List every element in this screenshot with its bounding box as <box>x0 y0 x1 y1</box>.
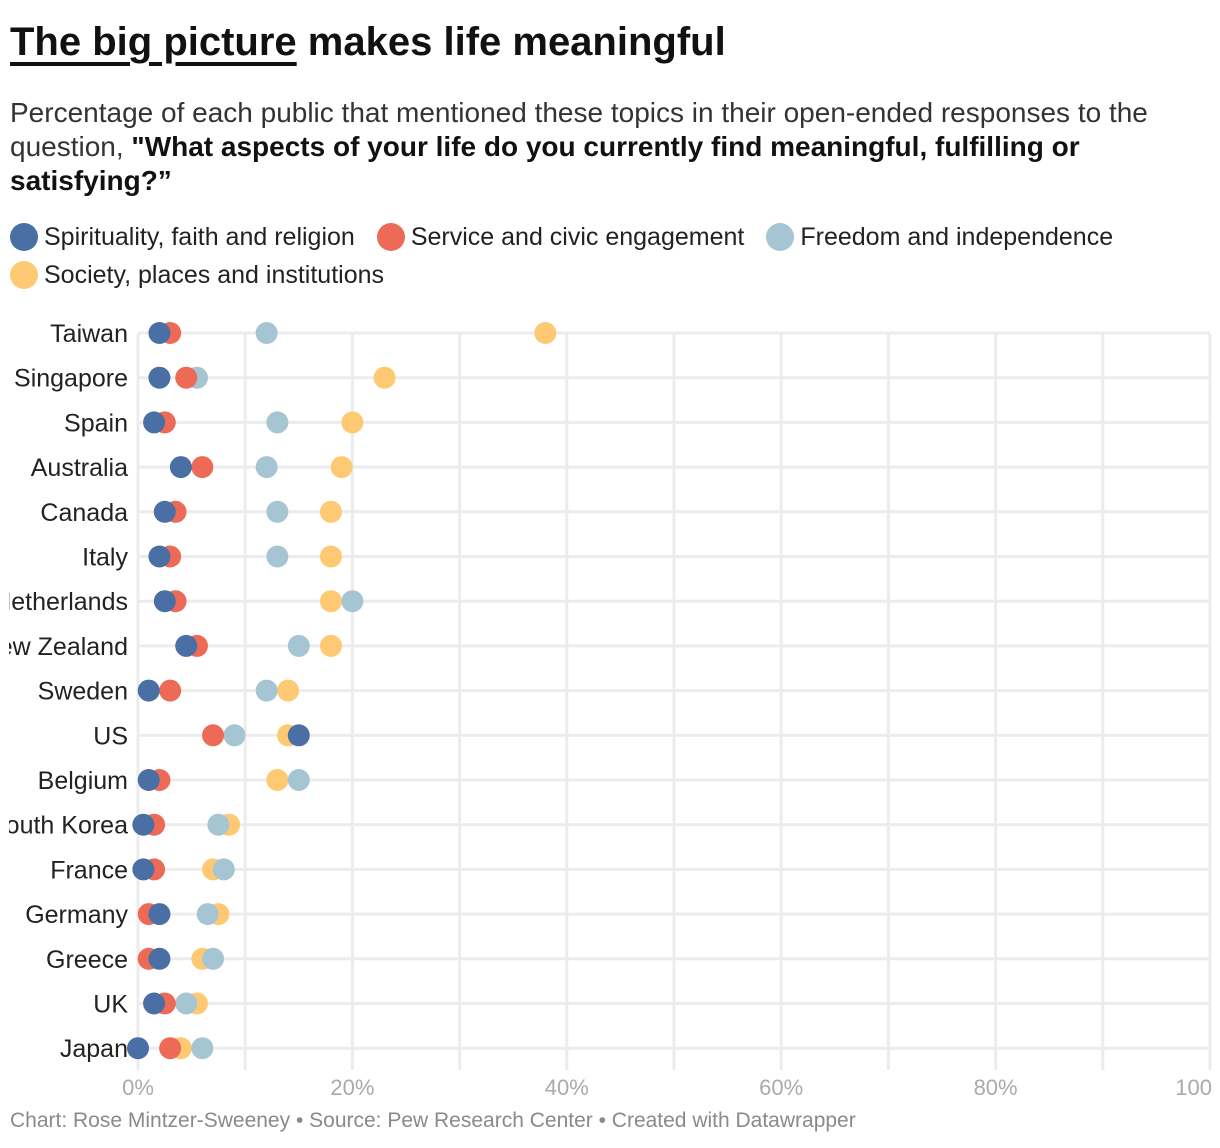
dot-service-australia <box>191 456 214 479</box>
legend-label-service: Service and civic engagement <box>410 222 745 251</box>
dot-freedom-uk <box>175 992 198 1015</box>
dot-spirituality-japan <box>127 1037 149 1060</box>
category-label-us: US <box>93 722 128 750</box>
dot-freedom-netherlands <box>341 590 364 613</box>
legend-swatch-society <box>10 261 38 289</box>
category-label-belgium: Belgium <box>38 767 128 795</box>
x-tick-label-80: 80% <box>974 1075 1018 1100</box>
dot-freedom-australia <box>255 456 278 479</box>
dot-spirituality-taiwan <box>148 322 171 344</box>
legend-swatch-spirituality <box>10 223 38 251</box>
dot-service-us <box>202 724 225 747</box>
dot-society-netherlands <box>319 590 342 613</box>
dot-freedom-italy <box>266 545 289 568</box>
dot-service-sweden <box>159 679 182 702</box>
x-tick-label-100: 100 <box>1175 1075 1212 1100</box>
legend-label-spirituality: Spirituality, faith and religion <box>44 222 355 251</box>
x-tick-label-60: 60% <box>759 1075 803 1100</box>
legend-row-1: Spirituality, faith and religion Service… <box>10 218 1210 256</box>
dot-plot: 0% 20% 40% 60% 80% 100 Taiwan Singapore Spain Aus… <box>0 320 1212 1100</box>
category-label-singapore: Singapore <box>14 365 128 393</box>
dot-spirituality-singapore <box>148 366 171 389</box>
dot-spirituality-france <box>132 858 155 881</box>
category-label-spain: Spain <box>64 409 128 437</box>
dot-freedom-canada <box>266 500 289 523</box>
subtitle-plain: Percentage of each public that mentioned… <box>10 97 1148 162</box>
dot-freedom-us <box>223 724 246 747</box>
dot-society-new-zealand <box>319 634 342 657</box>
dot-society-canada <box>319 500 342 523</box>
legend-item-service: Service and civic engagement <box>376 222 745 252</box>
category-label-greece: Greece <box>46 946 128 974</box>
dot-society-spain <box>341 411 364 434</box>
dot-spirituality-australia <box>169 456 192 479</box>
chart-title-rest: makes life meaningful <box>296 20 726 64</box>
dot-freedom-spain <box>266 411 289 434</box>
dot-freedom-south-korea <box>207 813 230 836</box>
dot-spirituality-new-zealand <box>175 634 198 657</box>
legend: Spirituality, faith and religion Service… <box>10 218 1210 294</box>
x-tick-label-0: 0% <box>122 1075 154 1100</box>
legend-label-society: Society, places and institutions <box>44 260 385 289</box>
dot-spirituality-sweden <box>137 679 160 702</box>
legend-swatch-freedom <box>766 223 795 251</box>
legend-row-2: Society, places and institutions <box>10 256 1210 294</box>
legend-item-society: Society, places and institutions <box>10 261 384 290</box>
dot-service-japan <box>159 1037 182 1060</box>
legend-swatch-service <box>376 223 405 251</box>
category-label-italy: Italy <box>82 544 128 572</box>
chart-title-highlight: The big picture <box>10 20 297 64</box>
dot-society-singapore <box>373 366 396 389</box>
category-label-uk: UK <box>93 991 128 1019</box>
dot-spirituality-greece <box>148 947 171 970</box>
dot-freedom-france <box>212 858 235 881</box>
chart-footer: Chart: Rose Mintzer-Sweeney • Source: Pe… <box>10 1109 856 1132</box>
category-label-new-zealand: New Zealand <box>0 633 128 661</box>
dot-society-sweden <box>277 679 300 702</box>
dot-freedom-japan <box>191 1037 214 1060</box>
dot-society-italy <box>319 545 342 568</box>
dot-spirituality-south-korea <box>132 813 155 836</box>
category-label-taiwan: Taiwan <box>50 320 128 348</box>
dot-spirituality-belgium <box>137 769 160 791</box>
dot-freedom-sweden <box>255 679 278 702</box>
chart-subtitle: Percentage of each public that mentioned… <box>10 96 1210 198</box>
dot-spirituality-germany <box>148 903 171 926</box>
category-label-netherlands: Netherlands <box>0 588 128 616</box>
dot-freedom-greece <box>202 947 225 970</box>
dot-spirituality-netherlands <box>153 590 176 613</box>
dot-society-taiwan <box>534 322 557 344</box>
category-label-france: France <box>50 856 128 884</box>
x-tick-label-20: 20% <box>330 1075 374 1100</box>
dot-freedom-new-zealand <box>287 634 310 657</box>
dot-spirituality-uk <box>143 992 166 1015</box>
legend-item-spirituality: Spirituality, faith and religion <box>10 223 355 252</box>
dot-spirituality-spain <box>143 411 166 434</box>
dot-freedom-taiwan <box>255 322 278 344</box>
category-label-australia: Australia <box>31 454 128 482</box>
subtitle-question: "What aspects of your life do you curren… <box>10 131 1080 196</box>
dot-society-belgium <box>266 769 289 791</box>
dot-spirituality-us <box>287 724 310 747</box>
x-tick-label-40: 40% <box>545 1075 589 1100</box>
dot-spirituality-italy <box>148 545 171 568</box>
dot-freedom-belgium <box>287 769 310 791</box>
dot-spirituality-canada <box>153 500 176 523</box>
category-label-sweden: Sweden <box>38 678 128 706</box>
chart-title: The big picture makes life meaningful <box>10 18 726 66</box>
dot-service-singapore <box>175 366 198 389</box>
dot-freedom-germany <box>196 903 219 926</box>
legend-label-freedom: Freedom and independence <box>800 222 1114 251</box>
category-label-south-korea: South Korea <box>0 812 128 840</box>
category-label-germany: Germany <box>25 901 128 929</box>
dot-society-australia <box>330 456 353 479</box>
category-label-canada: Canada <box>40 499 128 527</box>
legend-item-freedom: Freedom and independence <box>766 223 1113 252</box>
category-label-japan: Japan <box>60 1035 128 1063</box>
